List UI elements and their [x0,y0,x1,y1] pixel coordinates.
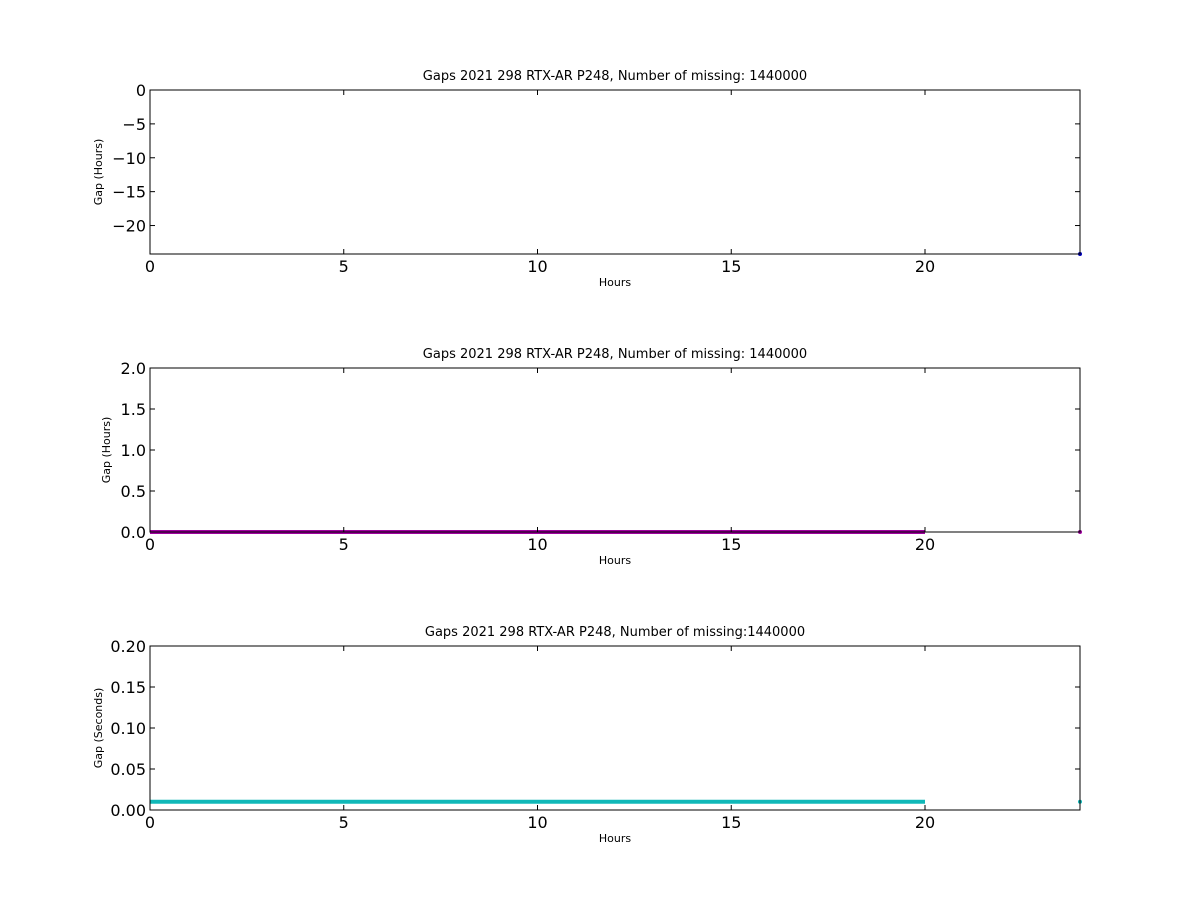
y-tick-label: 1.5 [121,400,146,419]
x-tick-label: 10 [527,535,547,554]
plot-frame [149,645,1081,811]
chart-2: Gaps 2021 298 RTX-AR P248, Number of mis… [100,347,1082,567]
y-tick-label: 0 [136,81,146,100]
y-tick-label: 1.0 [121,441,146,460]
y-tick-label: 0.00 [110,801,146,820]
y-tick-label: 0.20 [110,637,146,656]
x-tick-label: 5 [339,535,349,554]
y-tick-label: 0.10 [110,719,146,738]
x-tick-label: 20 [915,813,935,832]
x-tick-label: 15 [721,535,741,554]
x-tick-label: 10 [527,813,547,832]
x-tick-label: 10 [527,257,547,276]
y-axis-label: Gap (Seconds) [92,688,105,769]
chart-title: Gaps 2021 298 RTX-AR P248, Number of mis… [425,625,805,640]
y-tick-label: 0.0 [121,523,146,542]
y-tick-label: 2.0 [121,359,146,378]
chart-title: Gaps 2021 298 RTX-AR P248, Number of mis… [423,69,807,84]
x-tick-label: 0 [145,813,155,832]
chart-title: Gaps 2021 298 RTX-AR P248, Number of mis… [423,347,807,362]
chart-3: Gaps 2021 298 RTX-AR P248, Number of mis… [92,625,1082,845]
y-tick-label: 0.05 [110,760,146,779]
y-tick-label: −20 [112,217,146,236]
x-tick-label: 20 [915,257,935,276]
x-axis-label: Hours [599,832,631,845]
y-axis-label: Gap (Hours) [92,139,105,206]
x-tick-label: 5 [339,257,349,276]
y-tick-label: −10 [112,149,146,168]
chart-1: Gaps 2021 298 RTX-AR P248, Number of mis… [92,69,1082,289]
y-tick-label: 0.5 [121,482,146,501]
x-tick-label: 0 [145,257,155,276]
x-tick-label: 5 [339,813,349,832]
x-tick-label: 15 [721,257,741,276]
y-tick-label: −15 [112,183,146,202]
y-axis-label: Gap (Hours) [100,417,113,484]
plot-frame [149,89,1081,255]
x-tick-label: 15 [721,813,741,832]
y-tick-label: 0.15 [110,678,146,697]
x-axis-label: Hours [599,554,631,567]
x-tick-label: 0 [145,535,155,554]
y-tick-label: −5 [122,115,146,134]
x-axis-label: Hours [599,276,631,289]
x-tick-label: 20 [915,535,935,554]
plot-frame [149,367,1081,533]
